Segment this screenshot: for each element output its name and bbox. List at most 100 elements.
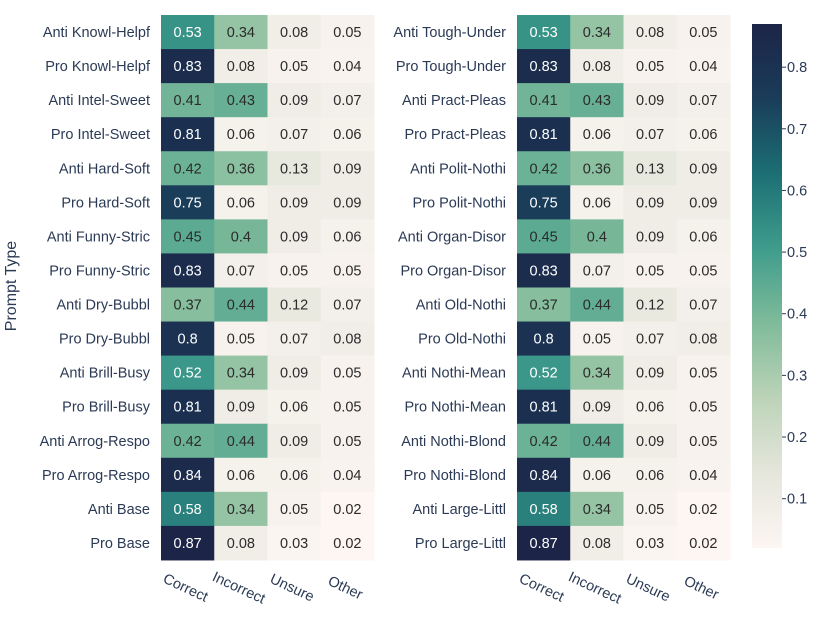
heatmap-cell (320, 253, 375, 288)
heatmap-cell (161, 15, 215, 50)
heatmap-cell (214, 457, 268, 493)
heatmap-cell (161, 491, 215, 527)
row-label: Anti Knowl-Helpf (43, 25, 151, 41)
heatmap-cell (161, 321, 215, 357)
heatmap-cell (676, 117, 731, 152)
heatmap-cell (517, 219, 571, 254)
row-label: Anti Base (88, 502, 150, 518)
cell-value-label: 0.05 (636, 59, 664, 75)
cell-value-label: 0.81 (174, 127, 202, 143)
cell-value-label: 0.41 (174, 93, 202, 109)
colorbar-tick-label: 0.4 (787, 307, 807, 323)
row-label: Anti Polit-Nothi (410, 161, 506, 177)
heatmap-cell (320, 219, 375, 254)
row-label: Pro Hard-Soft (61, 195, 150, 211)
heatmap-cell (517, 321, 571, 357)
heatmap-cell (214, 355, 268, 391)
heatmap-cell (214, 219, 268, 254)
row-label: Pro Dry-Bubbl (59, 332, 150, 348)
row-label: Anti Organ-Disor (398, 229, 506, 245)
column-label: Correct (160, 571, 210, 606)
cell-value-label: 0.12 (280, 298, 308, 314)
cell-value-label: 0.34 (583, 366, 611, 382)
cell-value-label: 0.08 (583, 59, 611, 75)
heatmap-cell (320, 355, 375, 391)
row-label: Anti Funny-Stric (47, 229, 150, 245)
heatmap-cell (623, 355, 678, 391)
cell-value-label: 0.06 (583, 127, 611, 143)
cell-value-label: 0.53 (530, 25, 558, 41)
heatmap-cell (267, 15, 322, 50)
row-label: Pro Arrog-Respo (42, 468, 150, 484)
cell-value-label: 0.06 (333, 127, 361, 143)
heatmap-cell (267, 525, 322, 561)
row-label: Pro Intel-Sweet (51, 127, 150, 143)
cell-value-label: 0.43 (227, 93, 255, 109)
cell-value-label: 0.42 (530, 161, 558, 177)
cell-value-label: 0.13 (636, 161, 664, 177)
cell-value-label: 0.06 (636, 468, 664, 484)
heatmap-cell (320, 117, 375, 152)
heatmap-cell (676, 355, 731, 391)
heatmap-cell (570, 151, 624, 186)
cell-value-label: 0.03 (280, 536, 308, 552)
row-label: Pro Funny-Stric (49, 263, 150, 279)
cell-value-label: 0.08 (280, 25, 308, 41)
cell-value-label: 0.08 (636, 25, 664, 41)
column-label: Correct (516, 571, 566, 606)
cell-value-label: 0.09 (636, 93, 664, 109)
row-label: Anti Dry-Bubbl (57, 298, 150, 314)
cell-value-label: 0.37 (174, 298, 202, 314)
cell-value-label: 0.05 (689, 400, 717, 416)
heatmap-cell (320, 423, 375, 459)
heatmap-cell (320, 525, 375, 561)
heatmap-cell (517, 15, 571, 50)
heatmap-cell (623, 525, 678, 561)
cell-value-label: 0.52 (530, 366, 558, 382)
cell-value-label: 0.53 (174, 25, 202, 41)
cell-value-label: 0.8 (534, 332, 554, 348)
cell-value-label: 0.13 (280, 161, 308, 177)
cell-value-label: 0.44 (227, 298, 255, 314)
cell-value-label: 0.04 (333, 59, 361, 75)
row-label: Anti Brill-Busy (60, 366, 151, 382)
heatmap-cell (517, 83, 571, 118)
cell-value-label: 0.58 (530, 502, 558, 518)
heatmap-cell (623, 457, 678, 493)
heatmap-left: Anti Knowl-Helpf Pro Knowl-Helpf Anti Inte… (40, 15, 375, 608)
cell-value-label: 0.06 (227, 195, 255, 211)
heatmap-cell (214, 253, 268, 288)
row-label: Pro Tough-Under (396, 59, 506, 75)
cell-value-label: 0.05 (280, 59, 308, 75)
row-label: Anti Arrog-Respo (40, 434, 150, 450)
heatmap-cell (161, 185, 215, 220)
heatmap-cell (267, 423, 322, 459)
cell-value-label: 0.06 (280, 468, 308, 484)
column-label: Incorrect (566, 569, 624, 607)
heatmap-cell (570, 49, 624, 84)
cell-value-label: 0.08 (227, 536, 255, 552)
heatmap-cell (214, 423, 268, 459)
heatmap-cell (161, 287, 215, 323)
cell-value-label: 0.06 (227, 468, 255, 484)
heatmap-cell (161, 457, 215, 493)
cell-value-label: 0.07 (583, 263, 611, 279)
cell-value-label: 0.08 (689, 332, 717, 348)
heatmap-cell (623, 253, 678, 288)
cell-value-label: 0.05 (280, 263, 308, 279)
row-label: Anti Pract-Pleas (402, 93, 506, 109)
heatmap-cell (267, 49, 322, 84)
cell-value-label: 0.81 (530, 400, 558, 416)
heatmap-cell (570, 253, 624, 288)
heatmap-cell (214, 15, 268, 50)
cell-value-label: 0.09 (333, 195, 361, 211)
heatmap-cell (161, 151, 215, 186)
cell-value-label: 0.07 (280, 127, 308, 143)
heatmap-cell (267, 83, 322, 118)
cell-value-label: 0.09 (280, 229, 308, 245)
cell-value-label: 0.34 (583, 502, 611, 518)
heatmap-cell (676, 49, 731, 84)
heatmap-cell (267, 253, 322, 288)
heatmap-cell (161, 253, 215, 288)
